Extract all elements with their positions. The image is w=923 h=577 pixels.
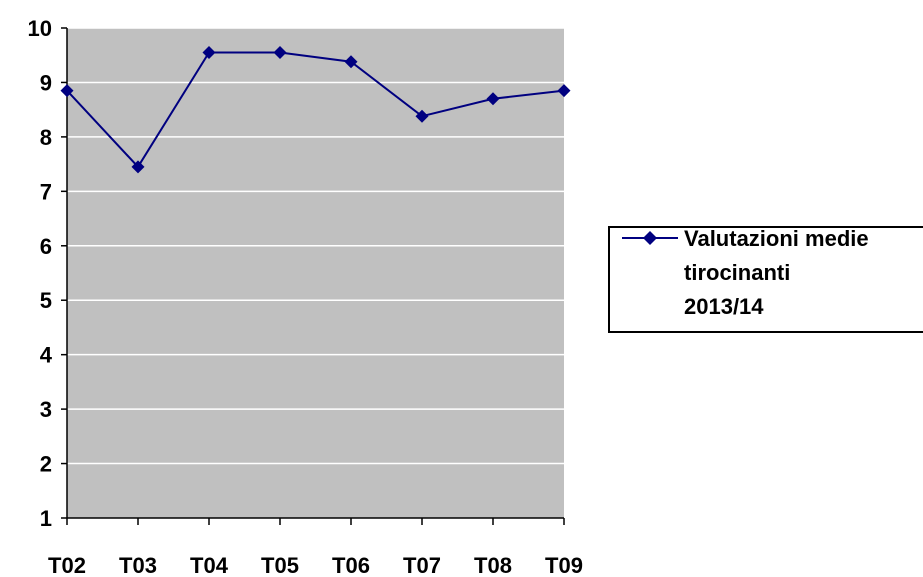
y-tick-label: 3	[40, 397, 52, 422]
x-tick-label: T08	[474, 553, 512, 577]
data-point-marker	[486, 92, 500, 106]
data-point-marker	[202, 46, 216, 59]
x-tick-label: T05	[261, 553, 299, 577]
legend-diamond-marker	[643, 231, 657, 245]
legend-label-line-3: 2013/14	[684, 294, 764, 319]
data-point-marker	[273, 46, 287, 59]
x-tick-label: T04	[190, 553, 229, 577]
legend-label-line-1: Valutazioni medie	[684, 226, 869, 251]
plot-area	[67, 28, 564, 518]
y-tick-label: 8	[40, 125, 52, 150]
x-tick-label: T03	[119, 553, 157, 577]
y-tick-label: 4	[40, 343, 53, 368]
legend-box	[608, 226, 923, 333]
x-tick-label: T09	[545, 553, 583, 577]
y-tick-label: 7	[40, 179, 52, 204]
x-tick-label: T06	[332, 553, 370, 577]
y-axis-ticks: 1 2 3 4 5 6 7 8 9 10	[28, 16, 67, 531]
data-point-marker	[344, 55, 358, 69]
data-point-marker	[415, 109, 429, 123]
data-point-marker	[60, 84, 74, 98]
y-tick-label: 5	[40, 288, 52, 313]
x-tick-label: T07	[403, 553, 441, 577]
y-tick-label: 9	[40, 70, 52, 95]
data-point-marker	[557, 84, 571, 98]
series-line	[66, 51, 565, 169]
data-series	[60, 46, 571, 174]
x-tick-label: T02	[48, 553, 86, 577]
y-tick-label: 1	[40, 506, 52, 531]
legend-label-line-2: tirocinanti	[684, 260, 790, 285]
legend: Valutazioni medie tirocinanti 2013/14	[608, 226, 923, 333]
y-tick-label: 6	[40, 234, 52, 259]
y-tick-label: 10	[28, 16, 52, 41]
x-axis-ticks: T02 T03 T04 T05 T06 T07 T08 T09	[48, 518, 583, 577]
gridlines	[67, 27, 564, 465]
y-tick-label: 2	[40, 452, 52, 477]
data-point-marker	[131, 160, 145, 174]
